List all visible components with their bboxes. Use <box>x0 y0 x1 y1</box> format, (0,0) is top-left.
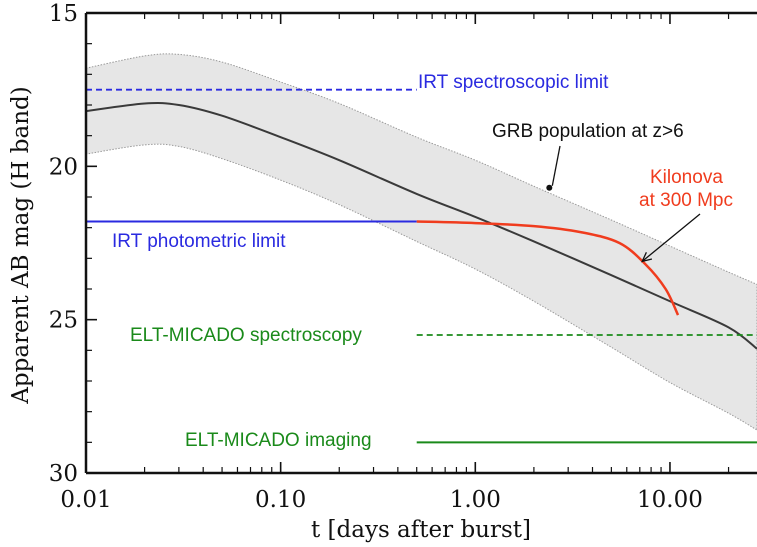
y-tick-label: 30 <box>49 461 78 487</box>
grb-population-label: GRB population at z>6 <box>492 121 684 142</box>
axis-ticks <box>85 12 730 474</box>
kilonova-label-arrowhead <box>641 252 653 263</box>
irt-spectroscopic-limit-label: IRT spectroscopic limit <box>418 72 609 93</box>
grb-label-pointer-dot <box>546 184 553 191</box>
axes-frame <box>84 11 757 475</box>
x-tick-label: 0.10 <box>255 487 306 513</box>
limit-lines <box>86 88 757 444</box>
grb-label-pointer <box>551 145 561 186</box>
x-tick-label: 1.00 <box>450 487 501 513</box>
x-axis-label: t [days after burst] <box>311 517 531 543</box>
grb-population-median-line <box>86 101 757 350</box>
irt-photometric-limit-label: IRT photometric limit <box>112 231 286 252</box>
kilonova-label-line2: at 300 Mpc <box>639 190 733 211</box>
x-tick-label: 10.00 <box>637 487 703 513</box>
x-tick-label: 0.01 <box>60 487 111 513</box>
kilonova-curve <box>416 220 680 316</box>
elt-micado-spectroscopy-label: ELT-MICADO spectroscopy <box>130 325 362 346</box>
annotation-arrows <box>546 145 701 263</box>
y-tick-label: 25 <box>49 308 78 334</box>
y-axis-label: Apparent AB mag (H band) <box>8 86 34 404</box>
y-tick-label: 20 <box>49 154 78 180</box>
axis-tick-labels: 0.01 0.10 1.00 10.00 15 20 25 30 <box>49 1 703 513</box>
kilonova-label-line1: Kilonova <box>650 167 723 188</box>
kilonova-label-arrow <box>641 213 701 262</box>
y-tick-label: 15 <box>49 1 78 27</box>
grb-population-band <box>86 53 757 431</box>
elt-micado-imaging-label: ELT-MICADO imaging <box>185 430 372 451</box>
